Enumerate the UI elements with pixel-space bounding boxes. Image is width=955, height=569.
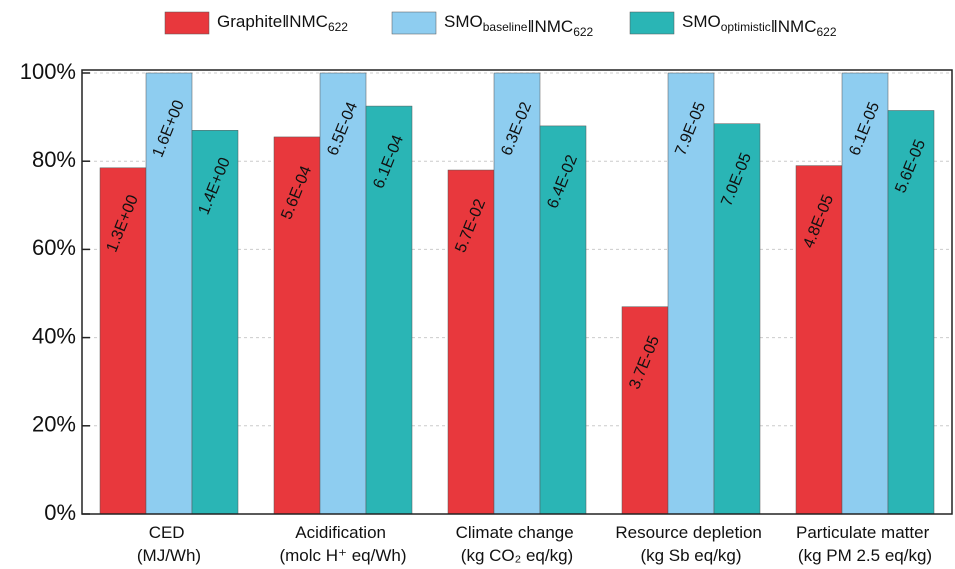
bar <box>841 72 889 515</box>
bar <box>667 72 715 515</box>
bar <box>539 125 587 515</box>
y-tick-label: 0% <box>44 500 76 525</box>
bar <box>273 136 321 515</box>
x-tick-label: Particulate matter (kg PM 2.5 eq/kg) <box>796 523 934 565</box>
bar <box>319 72 367 515</box>
legend-swatch <box>164 11 210 35</box>
legend-label: SMOoptimistic‖NMC622 <box>682 12 837 39</box>
legend-swatch <box>629 11 675 35</box>
legend-label: Graphite‖NMC622 <box>217 12 348 34</box>
bar <box>493 72 541 515</box>
x-tick-label: CED (MJ/Wh) <box>137 523 201 565</box>
y-tick-label: 60% <box>32 235 76 260</box>
x-tick-label: Acidification (molc H⁺ eq/Wh) <box>279 523 406 565</box>
legend-swatch <box>391 11 437 35</box>
bar <box>365 105 413 515</box>
y-tick-label: 40% <box>32 323 76 348</box>
bar <box>795 165 843 515</box>
x-tick-label: Resource depletion (kg Sb eq/kg) <box>615 523 766 565</box>
y-tick-label: 20% <box>32 412 76 437</box>
y-tick-label: 100% <box>20 59 76 84</box>
bar <box>99 167 147 515</box>
bar <box>447 169 495 515</box>
bar <box>191 130 239 515</box>
legend-label: SMObaseline‖NMC622 <box>444 12 594 39</box>
plot-frame <box>81 69 953 515</box>
y-tick-label: 80% <box>32 147 76 172</box>
bar <box>621 306 669 515</box>
x-tick-label: Climate change (kg CO₂ eq/kg) <box>456 523 579 565</box>
bar <box>887 110 935 515</box>
bar <box>145 72 193 515</box>
